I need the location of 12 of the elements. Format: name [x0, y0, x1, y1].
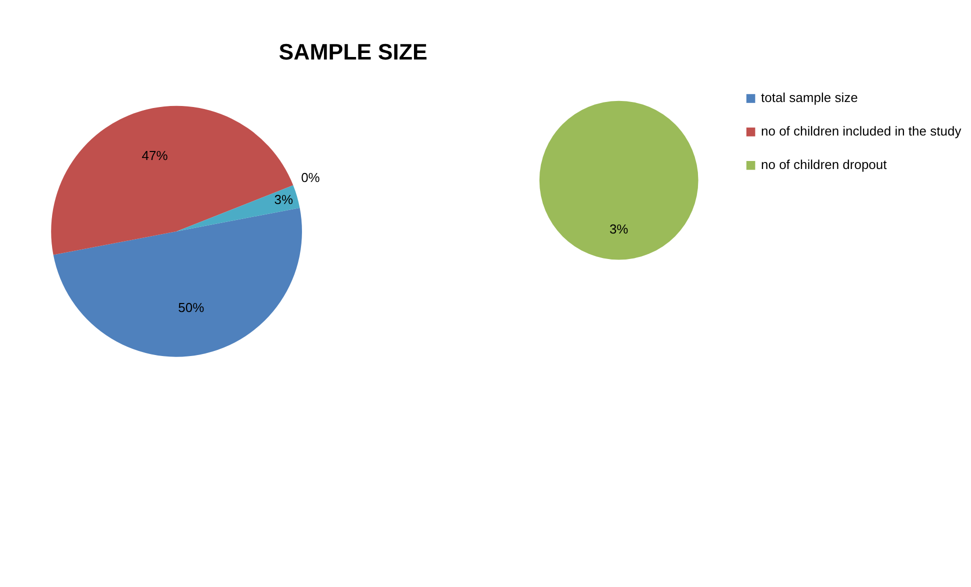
data-label: 47%	[142, 148, 168, 164]
chart-title: SAMPLE SIZE	[278, 39, 428, 64]
legend-label: no of children included in the study	[761, 124, 962, 139]
pie-slice	[51, 106, 294, 255]
legend-label: no of children dropout	[761, 157, 888, 172]
data-label: 3%	[274, 192, 294, 207]
pie-slice	[176, 185, 300, 232]
data-label: 3%	[609, 221, 629, 236]
pie-slice	[53, 208, 302, 357]
text: 0%	[301, 170, 320, 186]
data-label: 50%	[178, 300, 205, 315]
legend-label: total sample size	[761, 90, 858, 106]
